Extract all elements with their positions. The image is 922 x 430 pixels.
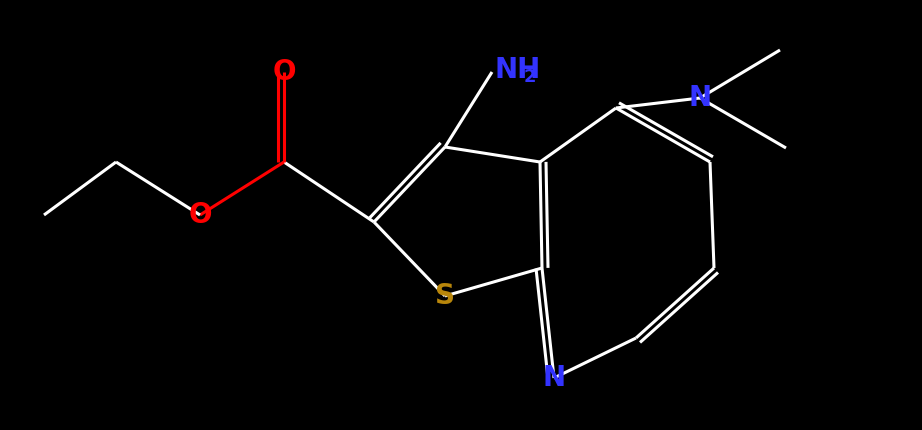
Text: S: S bbox=[435, 282, 455, 310]
Text: NH: NH bbox=[494, 56, 540, 84]
Text: N: N bbox=[689, 84, 712, 112]
Text: O: O bbox=[188, 201, 212, 229]
Text: O: O bbox=[272, 58, 296, 86]
Text: 2: 2 bbox=[524, 68, 537, 86]
Text: N: N bbox=[542, 364, 565, 392]
